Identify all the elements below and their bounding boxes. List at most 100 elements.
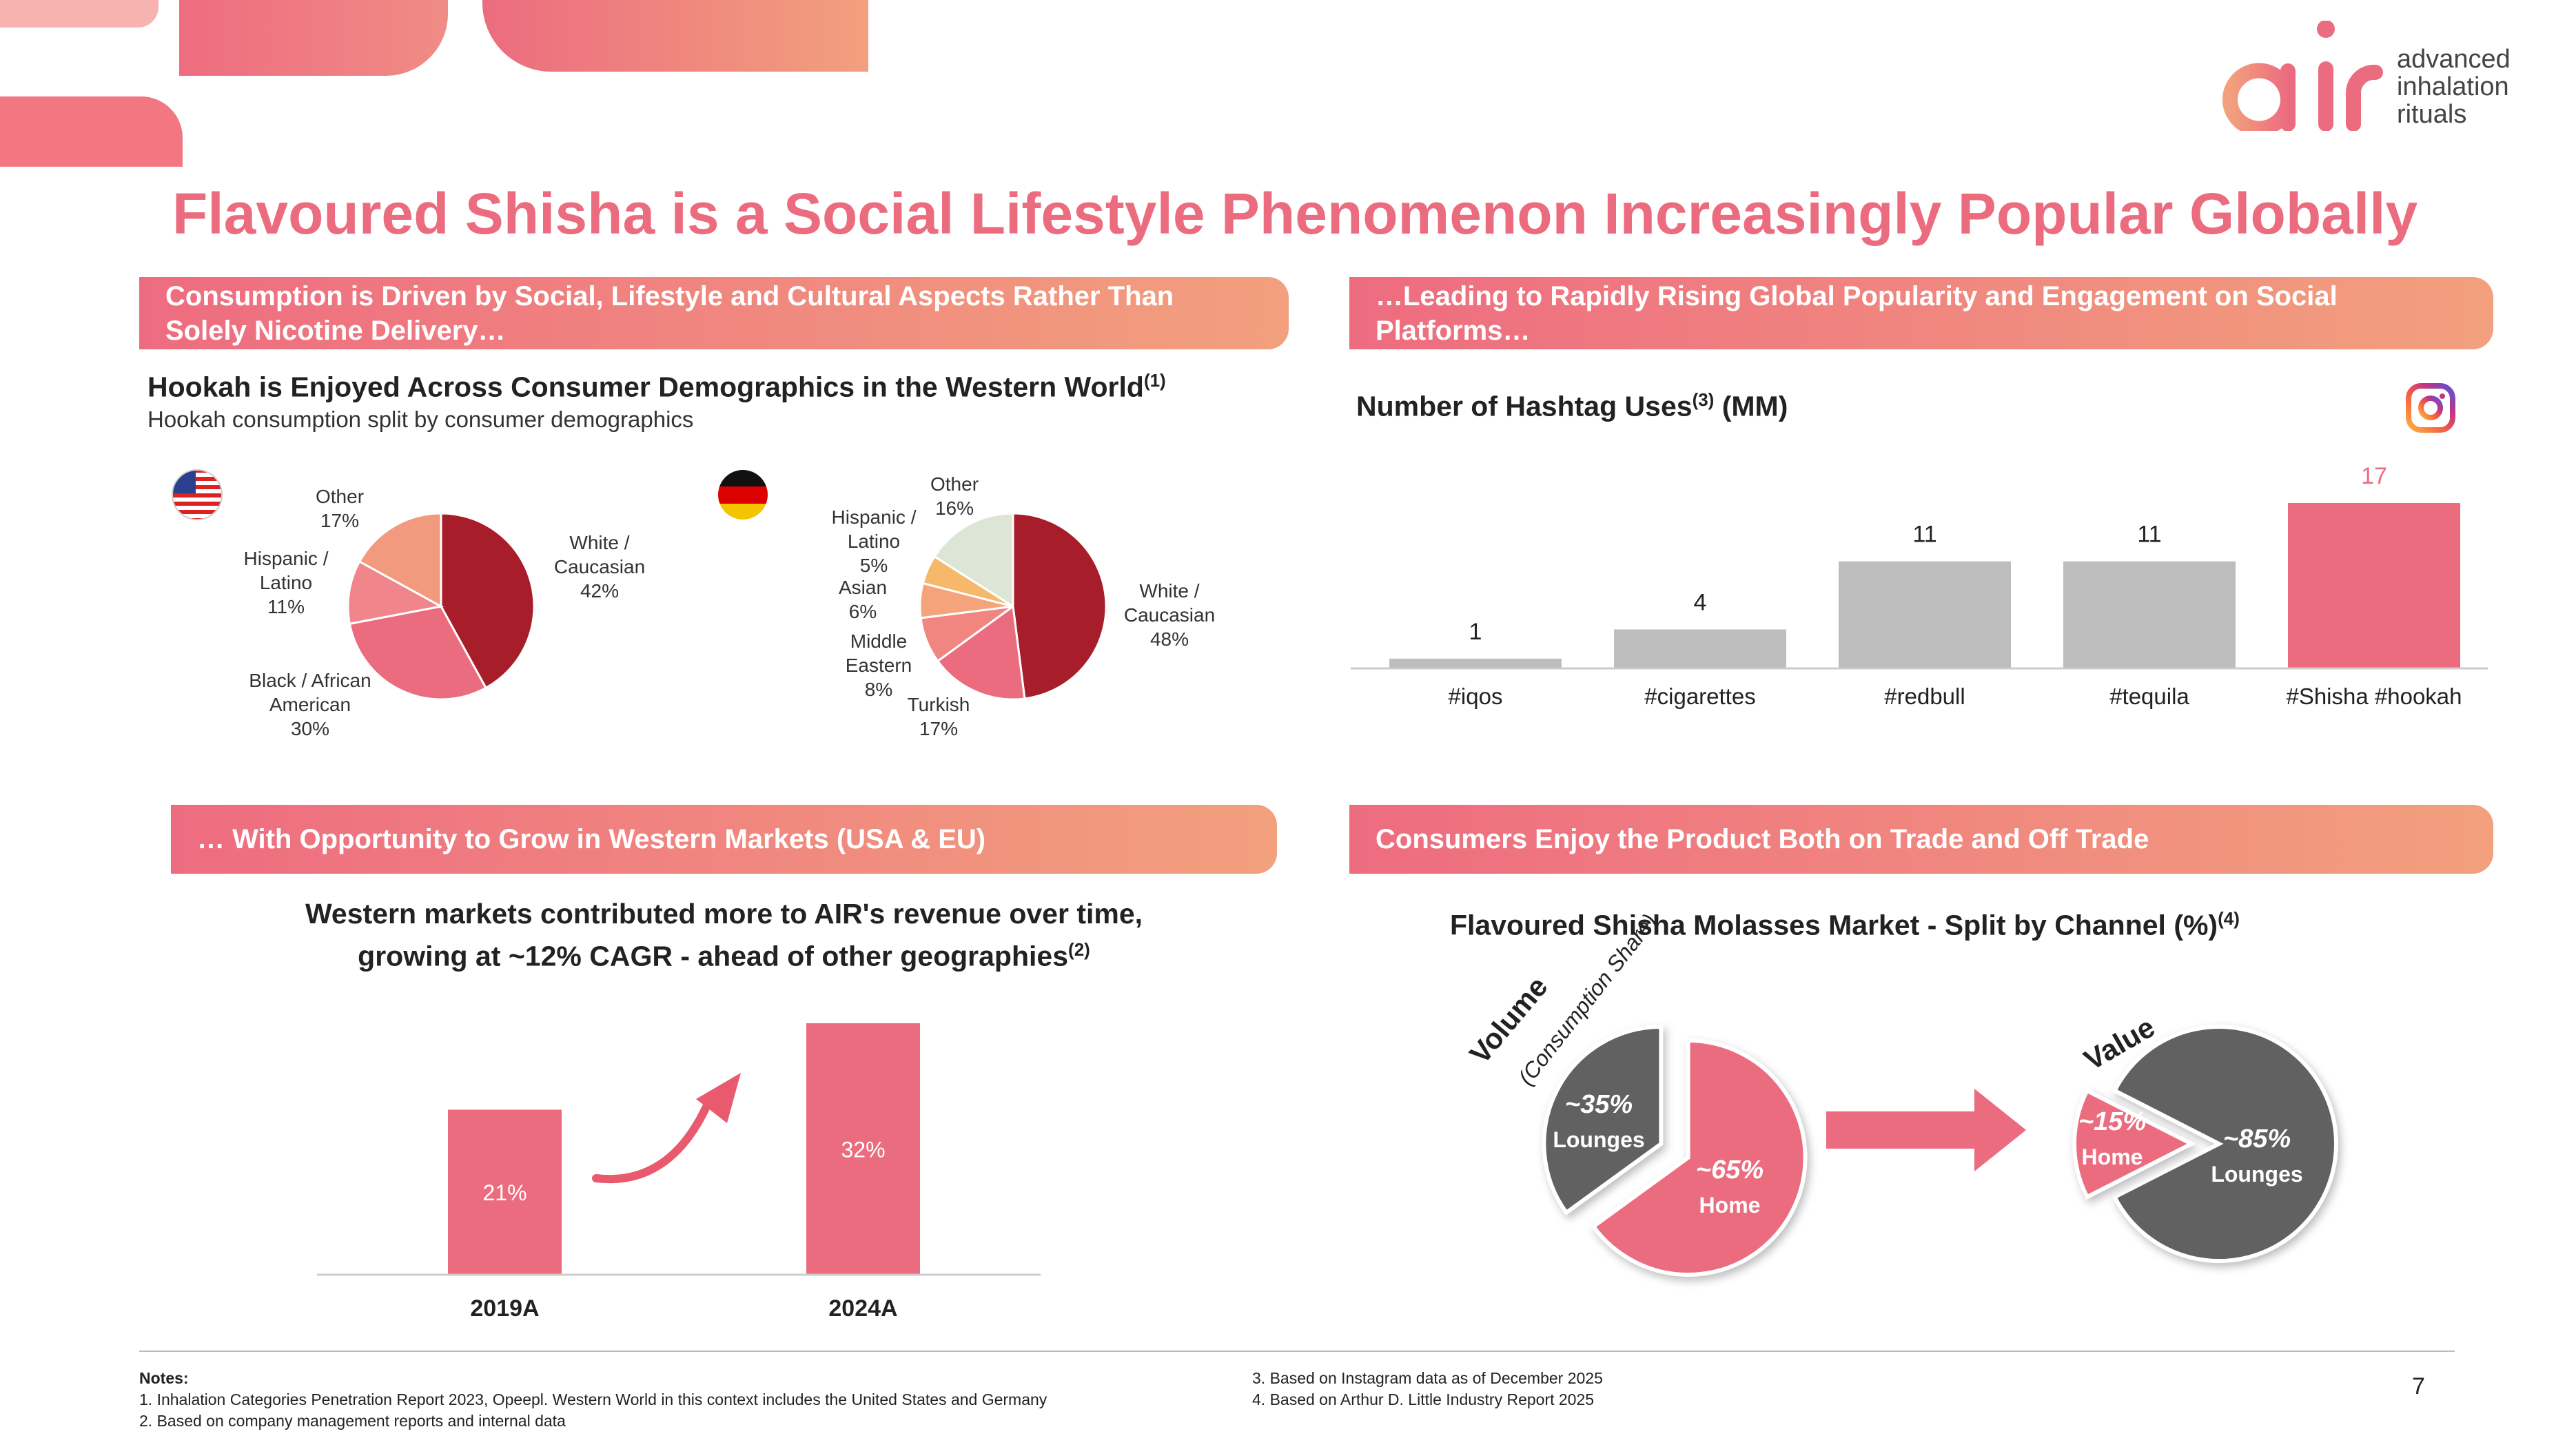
pie-label-white: White / Caucasian 48% <box>1124 579 1215 651</box>
label-line: Hispanic / <box>831 506 917 528</box>
banner-text: Consumption is Driven by Social, Lifesty… <box>165 280 1174 346</box>
bar <box>2063 561 2236 668</box>
slice-pct-label: ~65% <box>1696 1156 1764 1184</box>
label-pct: 48% <box>1149 628 1189 650</box>
bar-value-label: 17 <box>2361 463 2387 489</box>
pie-label-white: White / Caucasian 42% <box>554 531 645 603</box>
decorative-shape <box>179 0 448 76</box>
section-banner-demographics: Consumption is Driven by Social, Lifesty… <box>139 277 1289 349</box>
slice-pct-label: ~35% <box>1565 1090 1633 1119</box>
page-number: 7 <box>2412 1373 2425 1399</box>
x-tick-label: 2019A <box>470 1295 539 1322</box>
pie-slice <box>2112 1025 2338 1263</box>
slice-category-label: Lounges <box>2211 1162 2302 1187</box>
label-pct: 8% <box>864 679 893 700</box>
banner-text: … With Opportunity to Grow in Western Ma… <box>197 824 986 854</box>
tagline-line: inhalation <box>2397 72 2509 101</box>
label-line: Other <box>315 486 365 507</box>
pie-slice <box>1012 512 1107 700</box>
tagline-line: advanced <box>2397 45 2511 74</box>
footnote-ref: (3) <box>1692 389 1715 410</box>
note-item: 1. Inhalation Categories Penetration Rep… <box>139 1390 1047 1408</box>
decorative-shape <box>0 0 159 28</box>
heading-text: growing at ~12% CAGR - ahead of other ge… <box>358 940 1069 972</box>
pie-label-black: Black / African American 30% <box>249 668 371 741</box>
x-tick-label: 2024A <box>828 1295 897 1322</box>
label-line: Eastern <box>845 655 912 676</box>
hashtag-heading: Number of Hashtag Uses(3) (MM) <box>1356 389 1788 423</box>
notes-right: 3. Based on Instagram data as of Decembe… <box>1252 1368 1603 1410</box>
label-pct: 42% <box>580 580 620 602</box>
pie-label-turkish: Turkish 17% <box>908 692 970 741</box>
pie-slice <box>2072 1087 2196 1200</box>
demographics-subheading: Hookah consumption split by consumer dem… <box>147 407 694 432</box>
label-pct: 5% <box>859 555 888 576</box>
section-banner-western-markets: … With Opportunity to Grow in Western Ma… <box>171 805 1277 874</box>
bar <box>1614 629 1786 668</box>
us-flag-icon <box>172 469 223 520</box>
pie-label-asian: Asian 6% <box>839 575 887 624</box>
footnote-ref: (2) <box>1068 939 1090 960</box>
hashtag-bar-chart: 1 #iqos 4 #cigarettes 11 #redbull 11 #tequila 17… <box>1351 463 2488 709</box>
label-line: Hispanic / <box>243 548 329 569</box>
decorative-shape <box>482 0 868 72</box>
right-arrow-icon <box>1826 1089 2026 1171</box>
heading-text: Number of Hashtag Uses <box>1356 390 1693 422</box>
slice-pct-label: ~85% <box>2223 1125 2291 1153</box>
pie-slice <box>348 605 488 701</box>
label-line: Other <box>930 473 979 495</box>
label-line: Latino <box>259 572 313 593</box>
value-split-pie: ~85% Lounges ~15% Home <box>2072 1025 2338 1263</box>
label-line: White / <box>1139 580 1200 602</box>
pie-slice <box>936 604 1026 701</box>
air-logo <box>2222 21 2383 131</box>
label-line: White / <box>569 532 630 553</box>
banner-text: …Leading to Rapidly Rising Global Popula… <box>1376 280 2338 346</box>
banner-text: Consumers Enjoy the Product Both on Trad… <box>1376 824 2149 854</box>
bar <box>806 1023 920 1275</box>
pie-label-hispanic: Hispanic / Latino 11% <box>244 546 329 619</box>
x-tick-label: #Shisha #hookah <box>2286 684 2462 709</box>
channel-heading: Flavoured Shisha Molasses Market - Split… <box>1450 908 2240 942</box>
slice-category-label: Home <box>1699 1193 1761 1218</box>
pie-label-other: Other 16% <box>930 472 979 520</box>
label-line: Asian <box>838 577 888 598</box>
notes-left: Notes: 1. Inhalation Categories Penetrat… <box>139 1368 1047 1432</box>
label-line: American <box>269 694 351 715</box>
pie-slice <box>1590 1038 1808 1277</box>
revenue-heading: Western markets contributed more to AIR'… <box>171 896 1277 974</box>
label-pct: 6% <box>848 601 877 622</box>
bar <box>1389 658 1562 668</box>
note-item: 3. Based on Instagram data as of Decembe… <box>1252 1369 1603 1387</box>
label-pct: 17% <box>320 510 360 531</box>
bar-value-label: 21% <box>482 1180 527 1205</box>
note-item: 2. Based on company management reports a… <box>139 1412 566 1430</box>
pie-label-hispanic: Hispanic / Latino 5% <box>832 505 917 577</box>
pie-label-middle-eastern: Middle Eastern 8% <box>846 629 912 701</box>
bar-value-label: 32% <box>841 1138 885 1162</box>
pie-slice <box>932 512 1014 608</box>
footnote-ref: (4) <box>2218 908 2240 929</box>
x-tick-label: #cigarettes <box>1644 684 1755 709</box>
note-item: 4. Based on Arthur D. Little Industry Re… <box>1252 1390 1595 1408</box>
decorative-shape <box>0 96 183 167</box>
heading-line: Western markets contributed more to AIR'… <box>305 898 1143 930</box>
germany-demographics-pie <box>919 512 1107 701</box>
bar <box>448 1109 562 1275</box>
heading-text: Flavoured Shisha Molasses Market - Split… <box>1450 909 2218 941</box>
bar <box>1839 561 2011 668</box>
logo-tagline: advanced inhalation rituals <box>2397 45 2511 128</box>
revenue-bar-chart: 21% 2019A 32% 2024A <box>317 1023 1041 1322</box>
pie-slice <box>1542 1025 1664 1216</box>
pie-slice <box>347 560 444 626</box>
footnote-ref: (1) <box>1143 370 1166 391</box>
section-banner-popularity: …Leading to Rapidly Rising Global Popula… <box>1349 277 2493 349</box>
bar-value-label: 1 <box>1469 619 1482 645</box>
bar <box>2288 503 2460 668</box>
heading-line: growing at ~12% CAGR - ahead of other ge… <box>171 932 1277 974</box>
label-pct: 16% <box>934 497 974 519</box>
slice-category-label: Lounges <box>1553 1127 1644 1152</box>
bar-value-label: 11 <box>2137 522 2161 548</box>
label-line: Caucasian <box>553 556 646 577</box>
pie-label-other: Other 17% <box>316 484 364 533</box>
